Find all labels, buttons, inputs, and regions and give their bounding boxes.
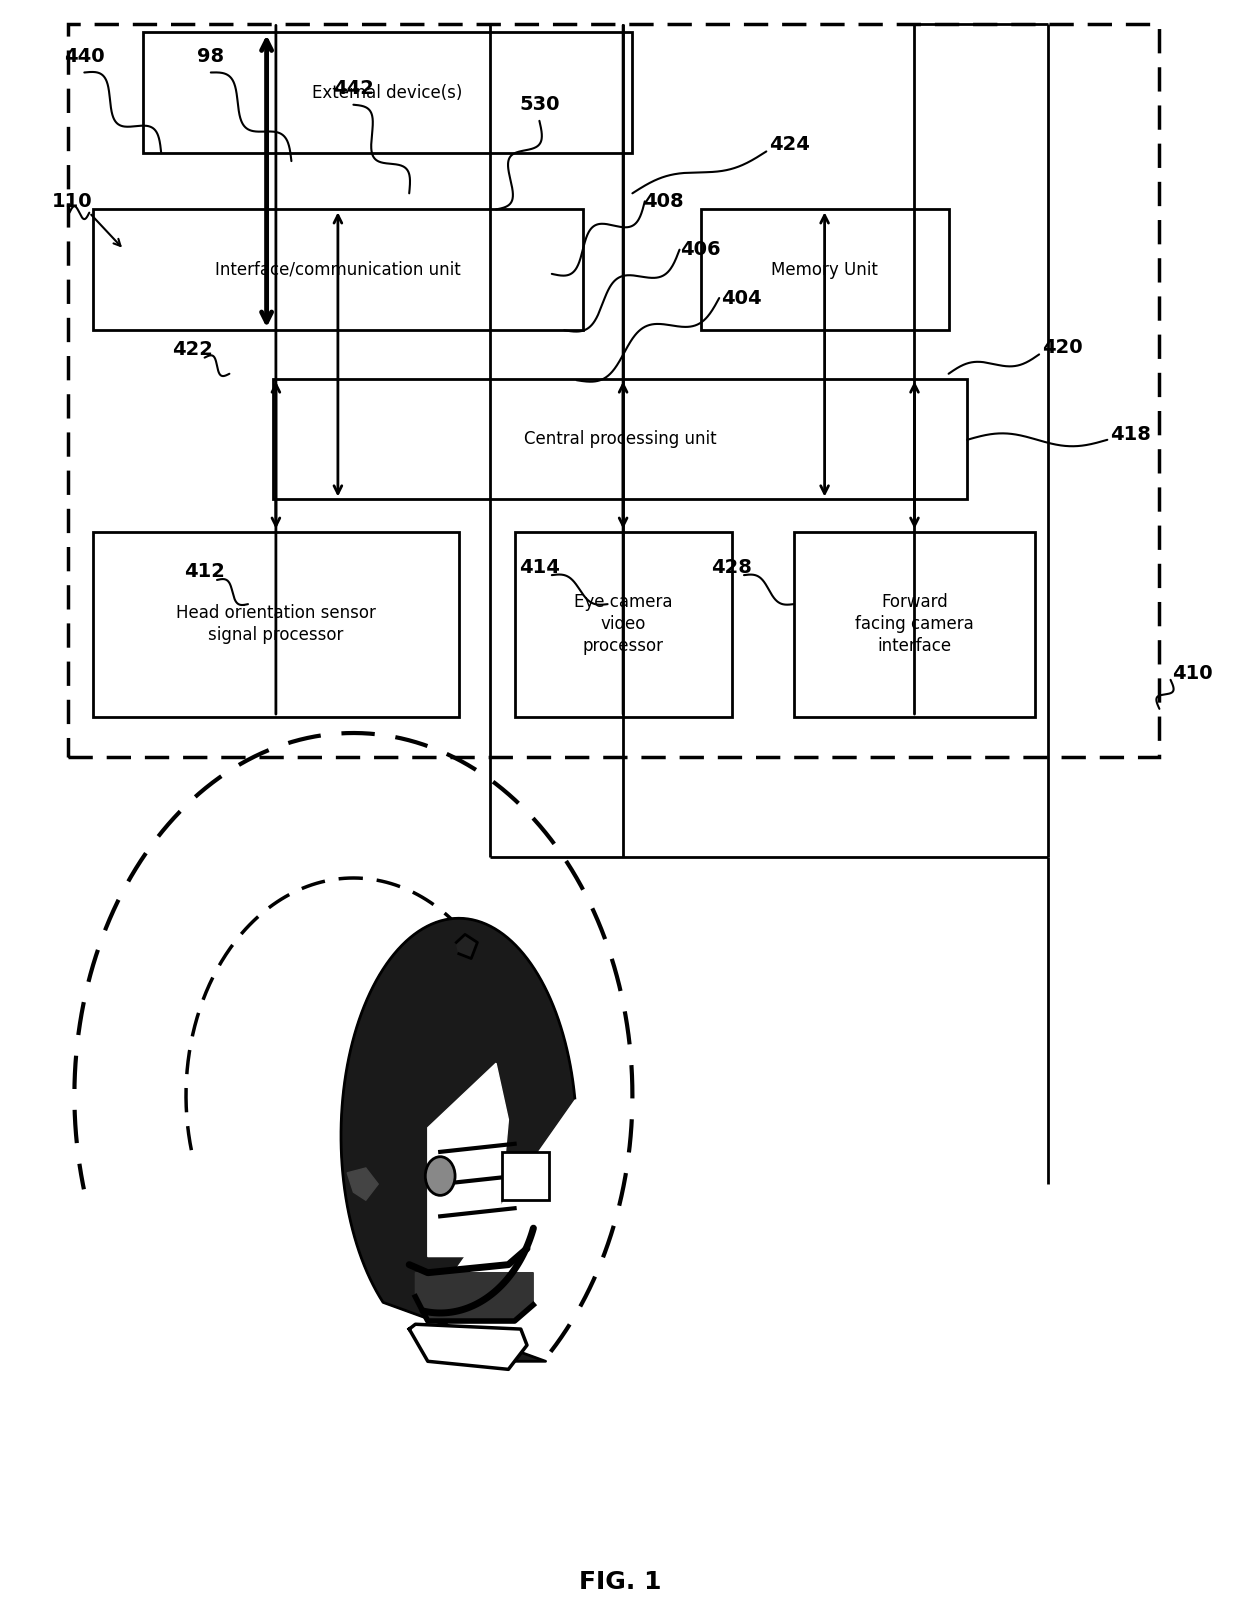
Text: Interface/communication unit: Interface/communication unit [215, 261, 461, 279]
Bar [93, 532, 459, 717]
Bar [143, 32, 632, 153]
Text: 530: 530 [520, 95, 559, 114]
Polygon shape [341, 918, 575, 1361]
Text: 428: 428 [712, 557, 751, 577]
Text: 110: 110 [52, 192, 92, 211]
Bar [93, 209, 583, 330]
Text: 410: 410 [1172, 664, 1213, 683]
Bar [273, 379, 967, 499]
Text: 408: 408 [644, 192, 683, 211]
Polygon shape [409, 1324, 527, 1369]
Bar [701, 209, 949, 330]
Circle shape [425, 1157, 455, 1195]
Text: 412: 412 [185, 562, 224, 582]
Bar [502, 1152, 549, 1200]
Text: 422: 422 [172, 340, 212, 359]
Text: FIG. 1: FIG. 1 [579, 1571, 661, 1593]
Text: Forward
facing camera
interface: Forward facing camera interface [856, 593, 973, 656]
Text: 424: 424 [769, 135, 810, 155]
Bar [68, 24, 1159, 757]
Polygon shape [428, 1063, 508, 1257]
Polygon shape [347, 1168, 378, 1200]
Bar [515, 532, 732, 717]
Text: 420: 420 [1042, 338, 1083, 358]
Text: External device(s): External device(s) [312, 84, 463, 101]
Text: Eye camera
video
processor: Eye camera video processor [574, 593, 672, 656]
Text: 440: 440 [64, 47, 104, 66]
Text: Head orientation sensor
signal processor: Head orientation sensor signal processor [176, 604, 376, 644]
Text: 404: 404 [722, 288, 761, 308]
Bar [794, 532, 1035, 717]
Text: 442: 442 [334, 79, 373, 98]
Text: 418: 418 [1110, 425, 1151, 445]
Polygon shape [415, 1273, 533, 1321]
Text: Memory Unit: Memory Unit [771, 261, 878, 279]
Text: 406: 406 [681, 240, 720, 259]
Polygon shape [456, 934, 477, 959]
Text: Central processing unit: Central processing unit [523, 430, 717, 448]
Text: 98: 98 [197, 47, 224, 66]
Text: 414: 414 [520, 557, 559, 577]
